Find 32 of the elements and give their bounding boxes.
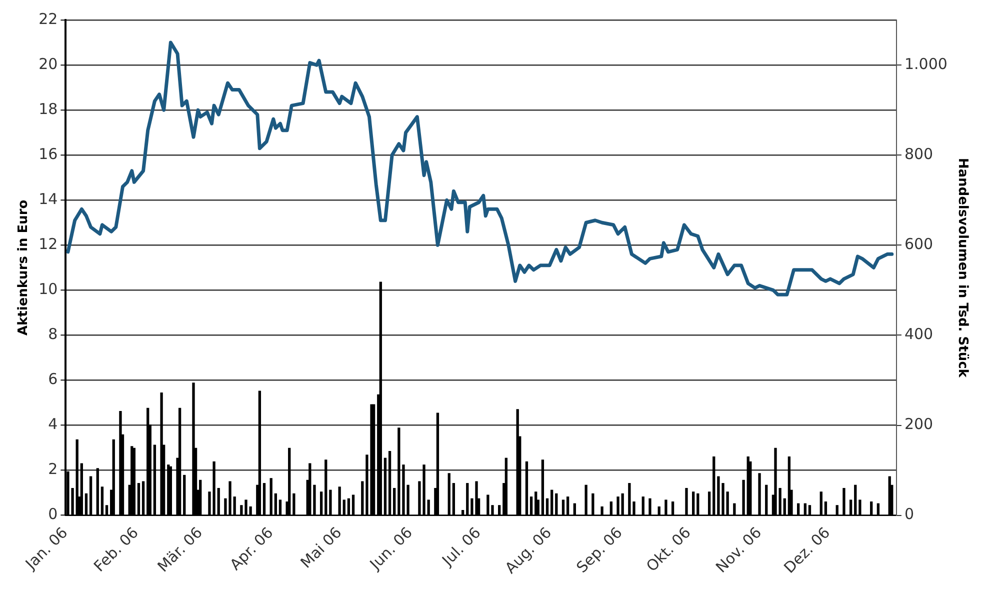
y-tick-label: 2 [48, 460, 58, 478]
x-tick-label: Mai 06 [296, 524, 346, 572]
y-tick-label: 18 [38, 100, 58, 118]
x-tick-label: Feb. 06 [90, 524, 142, 576]
x-tick-label: Jul. 06 [438, 524, 484, 570]
x-tick-label: Jun. 06 [366, 524, 416, 574]
y-tick-label: 8 [48, 325, 58, 344]
y2-tick-label: 400 [904, 325, 934, 344]
x-tick-label: Aug. 06 [501, 524, 556, 578]
x-tick-label: Apr. 06 [226, 524, 277, 574]
y-tick-label: 4 [48, 415, 58, 434]
y2-tick-label: 800 [904, 144, 934, 163]
y-tick-label: 16 [38, 144, 58, 163]
x-tick-label: Okt. 06 [642, 524, 694, 576]
x-tick-label: Mär. 06 [154, 524, 206, 576]
y-tick-label: 6 [48, 370, 58, 388]
y2-tick-label: 600 [904, 235, 934, 254]
y-tick-label: 20 [38, 54, 58, 73]
x-tick-label: Nov. 06 [712, 524, 766, 576]
y-tick-label: 22 [38, 10, 58, 28]
y-tick-label: 10 [38, 280, 58, 298]
y2-tick-label: 0 [904, 505, 914, 524]
x-tick-label: Jan. 06 [21, 524, 72, 574]
y-tick-label: 0 [48, 505, 58, 524]
y-tick-label: 14 [38, 190, 58, 208]
y2-axis-title: Handelsvolumen in Tsd. Stück [954, 158, 970, 378]
x-tick-label: Sep. 06 [572, 524, 626, 577]
y-tick-label: 12 [38, 235, 58, 254]
y2-tick-label: 200 [904, 415, 934, 434]
y2-tick-label: 1.000 [904, 54, 948, 73]
x-tick-label: Dez. 06 [780, 524, 834, 577]
y-axis-title: Aktienkurs in Euro [16, 200, 32, 336]
